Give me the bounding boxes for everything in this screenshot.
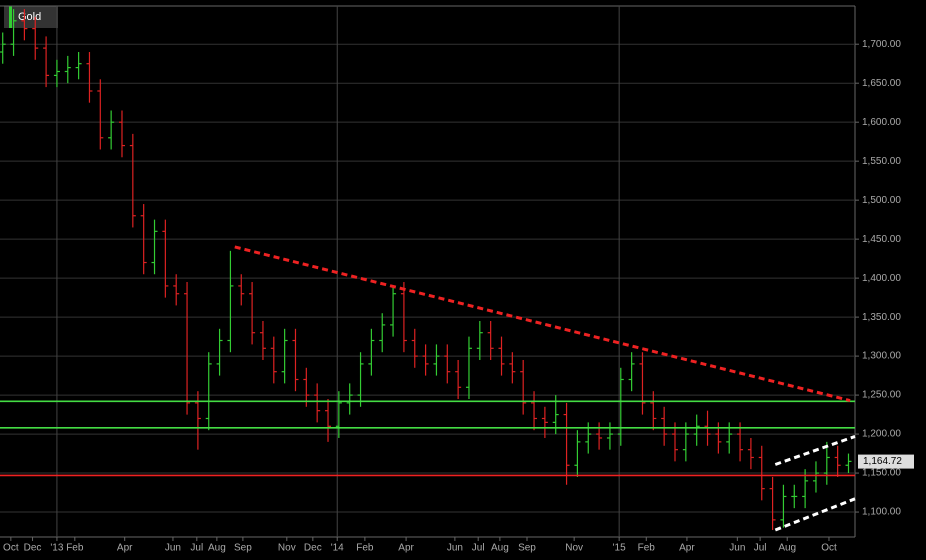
trend-line	[234, 245, 851, 403]
x-tick-label: Aug	[491, 543, 509, 554]
last-price-box	[858, 454, 914, 469]
y-tick-label: 1,550.00	[862, 156, 901, 167]
x-tick-label: Jun	[447, 543, 463, 554]
x-tick-label: Aug	[778, 543, 796, 554]
x-tick-label: Sep	[518, 543, 536, 554]
y-tick-label: 1,450.00	[862, 234, 901, 245]
x-tick-label: Nov	[565, 543, 583, 554]
x-tick-label: Sep	[234, 543, 252, 554]
title-box	[4, 6, 58, 28]
y-tick-label: 1,500.00	[862, 195, 901, 206]
y-tick-label: 1,200.00	[862, 429, 901, 440]
x-tick-label: Jul	[472, 543, 485, 554]
x-tick-label: Jul	[754, 543, 767, 554]
y-tick-label: 1,150.00	[862, 468, 901, 479]
x-tick-label: Jun	[729, 543, 745, 554]
x-tick-label: Oct	[821, 543, 837, 554]
x-tick-label: '15	[613, 543, 626, 554]
x-tick-label: Feb	[356, 543, 374, 554]
x-tick-label: Nov	[278, 543, 296, 554]
y-tick-label: 1,650.00	[862, 78, 901, 89]
x-tick-label: Dec	[24, 543, 42, 554]
x-tick-label: Aug	[208, 543, 226, 554]
last-price-label: 1,164.72	[863, 456, 902, 467]
x-tick-label: Apr	[679, 543, 695, 554]
x-tick-label: Jul	[190, 543, 203, 554]
x-tick-label: '13	[50, 543, 63, 554]
x-tick-label: Apr	[117, 543, 133, 554]
y-tick-label: 1,700.00	[862, 39, 901, 50]
x-tick-label: Dec	[304, 543, 322, 554]
y-tick-label: 1,400.00	[862, 273, 901, 284]
trend-line	[774, 434, 856, 466]
y-tick-label: 1,100.00	[862, 507, 901, 518]
y-tick-label: 1,300.00	[862, 351, 901, 362]
trend-line	[774, 497, 856, 532]
x-tick-label: Apr	[398, 543, 414, 554]
y-tick-label: 1,350.00	[862, 312, 901, 323]
title-accent	[9, 6, 12, 28]
y-tick-label: 1,600.00	[862, 117, 901, 128]
x-tick-label: Jun	[165, 543, 181, 554]
y-tick-label: 1,250.00	[862, 390, 901, 401]
x-tick-label: Feb	[66, 543, 84, 554]
x-tick-label: Feb	[638, 543, 656, 554]
x-tick-label: Oct	[3, 543, 19, 554]
x-tick-label: '14	[331, 543, 344, 554]
